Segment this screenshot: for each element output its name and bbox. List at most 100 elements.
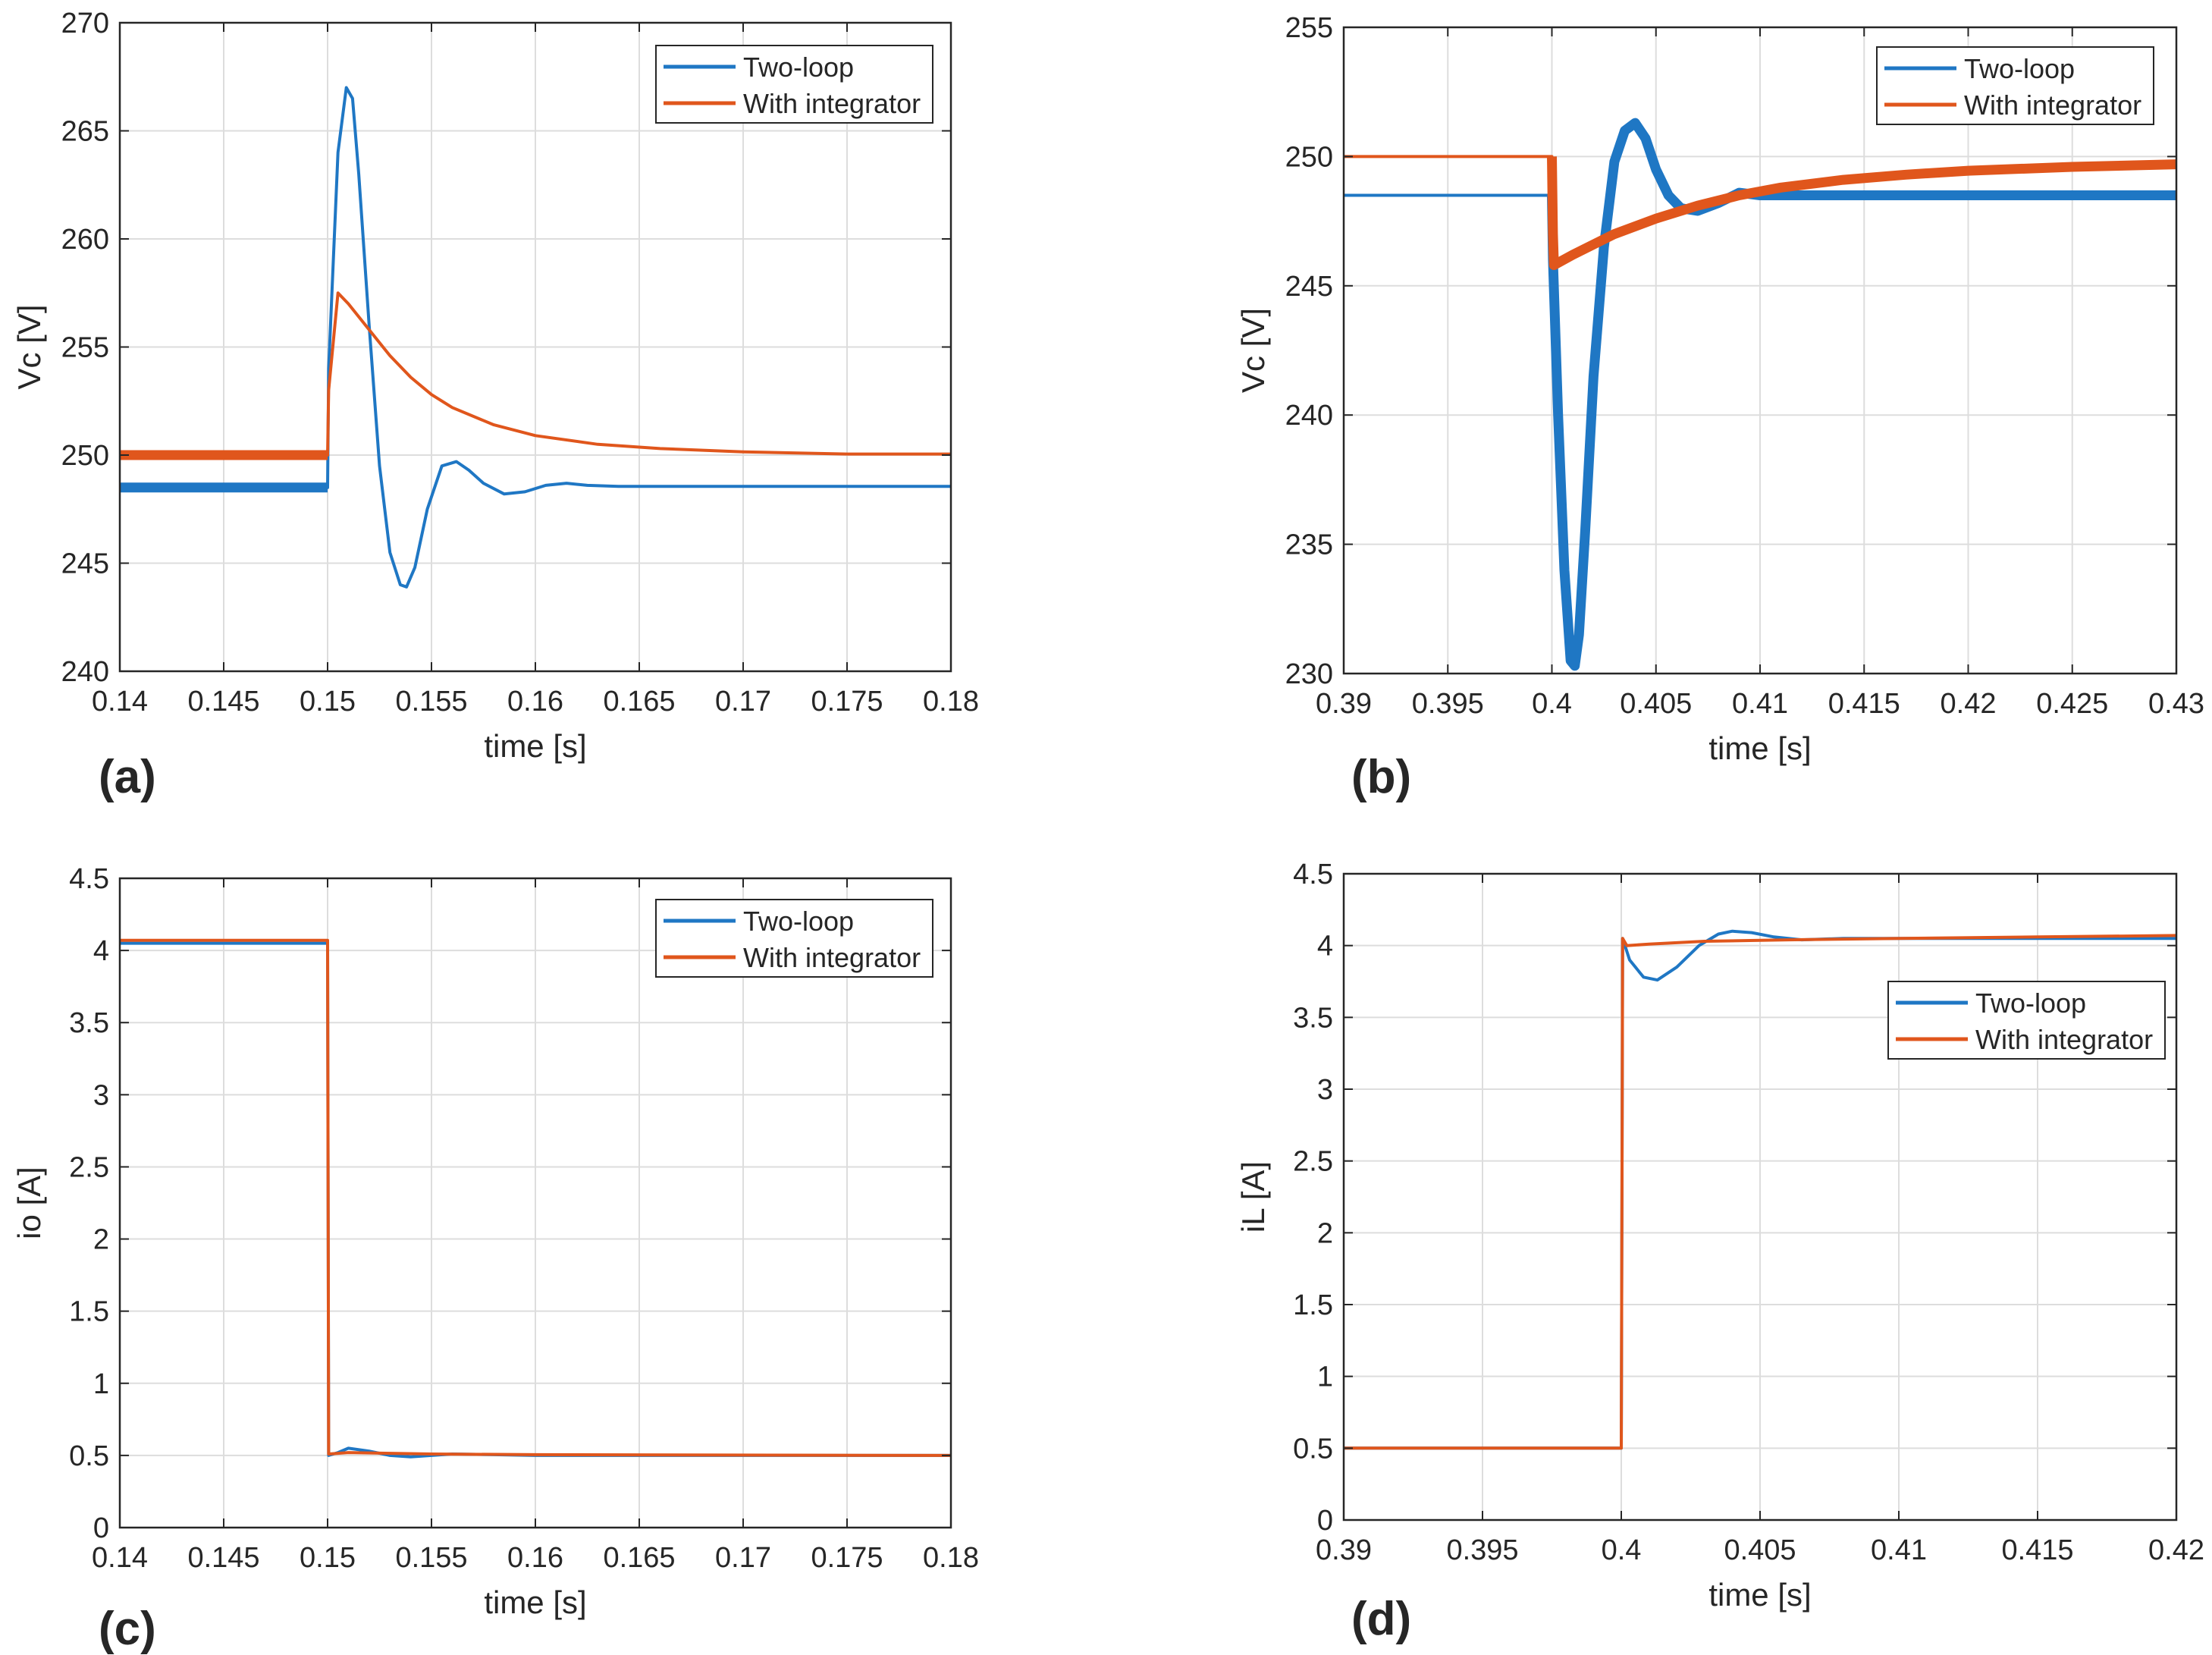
x-tick-label: 0.14 — [92, 1542, 148, 1574]
y-tick-label: 230 — [1285, 658, 1333, 690]
series-band-with-integrator — [1547, 156, 2176, 270]
y-tick-label: 1.5 — [69, 1296, 109, 1328]
x-tick-label: 0.16 — [507, 686, 563, 718]
x-tick-label: 0.165 — [603, 1542, 675, 1574]
x-tick-label: 0.165 — [603, 686, 675, 718]
x-tick-label: 0.405 — [1724, 1534, 1796, 1566]
y-axis-label: io [A] — [11, 1167, 47, 1239]
x-tick-label: 0.17 — [715, 686, 771, 718]
y-tick-label: 2.5 — [1293, 1146, 1333, 1178]
legend-entry: With integrator — [1975, 1024, 2153, 1055]
chart-panel-b: 0.39 0.395 0.4 0.405 0.41 0.415 0.42 0.425 0.43 2… — [1235, 12, 2204, 803]
y-tick-label: 4.5 — [1293, 859, 1333, 890]
series-line-with-integrator — [1344, 934, 2176, 1450]
y-tick-label: 2 — [1317, 1217, 1333, 1249]
chart-panel-a: 0.14 0.145 0.15 0.155 0.16 0.165 0.17 0.175 0.18… — [11, 8, 979, 803]
series-line-two-loop — [120, 86, 951, 589]
x-tick-label: 0.17 — [715, 1542, 771, 1574]
legend-entry: With integrator — [1964, 90, 2141, 121]
y-tick-label: 250 — [61, 440, 109, 472]
legend-entry: Two-loop — [743, 52, 854, 83]
legend-box — [1876, 46, 2154, 125]
y-tick-label: 3.5 — [69, 1007, 109, 1039]
y-tick-label: 240 — [1285, 400, 1333, 432]
y-tick-label: 245 — [61, 548, 109, 580]
y-axis-label: Vc [V] — [11, 304, 47, 389]
x-tick-label: 0.425 — [2036, 688, 2108, 720]
y-tick-label: 250 — [1285, 141, 1333, 173]
x-tick-label: 0.415 — [1828, 688, 1900, 720]
legend-entry: With integrator — [743, 88, 921, 119]
x-tick-label: 0.175 — [811, 1542, 883, 1574]
x-axis-label: time [s] — [484, 1584, 586, 1620]
y-axis-label: Vc [V] — [1235, 308, 1271, 393]
y-tick-label: 0.5 — [69, 1440, 109, 1472]
y-tick-label: 260 — [61, 224, 109, 256]
y-tick-label: 0 — [1317, 1505, 1333, 1537]
x-tick-label: 0.15 — [300, 686, 356, 718]
panel-label: (c) — [99, 1603, 156, 1655]
x-tick-label: 0.4 — [1532, 688, 1572, 720]
legend-entry: With integrator — [743, 942, 921, 973]
y-tick-label: 4.5 — [69, 863, 109, 895]
y-axis-label: iL [A] — [1235, 1161, 1271, 1233]
y-tick-label: 240 — [61, 656, 109, 688]
series-line-with-integrator — [120, 938, 951, 1457]
panel-label: (a) — [99, 751, 156, 803]
y-tick-label: 3 — [1317, 1074, 1333, 1106]
y-tick-label: 265 — [61, 116, 109, 148]
x-tick-label: 0.18 — [923, 1542, 979, 1574]
x-tick-label: 0.18 — [923, 686, 979, 718]
y-tick-label: 1.5 — [1293, 1289, 1333, 1321]
y-tick-label: 3 — [93, 1079, 109, 1111]
legend-entry: Two-loop — [1964, 53, 2075, 84]
x-axis-label: time [s] — [1708, 730, 1811, 766]
y-tick-label: 0 — [93, 1512, 109, 1544]
y-tick-label: 4 — [1317, 931, 1333, 963]
y-tick-label: 270 — [61, 8, 109, 39]
x-tick-label: 0.155 — [395, 686, 467, 718]
y-tick-label: 0.5 — [1293, 1433, 1333, 1465]
y-tick-label: 235 — [1285, 529, 1333, 561]
x-tick-label: 0.405 — [1620, 688, 1692, 720]
legend-box — [655, 899, 933, 978]
x-tick-label: 0.16 — [507, 1542, 563, 1574]
y-tick-label: 245 — [1285, 271, 1333, 303]
x-tick-label: 0.14 — [92, 686, 148, 718]
y-tick-label: 255 — [1285, 12, 1333, 44]
legend-box — [1887, 981, 2166, 1060]
x-tick-label: 0.41 — [1732, 688, 1788, 720]
x-tick-label: 0.43 — [2148, 688, 2204, 720]
x-tick-label: 0.155 — [395, 1542, 467, 1574]
chart-panel-c: 0.14 0.145 0.15 0.155 0.16 0.165 0.17 0.175 0.18… — [11, 863, 979, 1655]
x-tick-label: 0.395 — [1446, 1534, 1518, 1566]
x-axis-label: time [s] — [1708, 1577, 1811, 1613]
legend: Two-loop With integrator — [655, 45, 933, 124]
legend: Two-loop With integrator — [1876, 46, 2154, 125]
y-tick-label: 3.5 — [1293, 1002, 1333, 1034]
legend: Two-loop With integrator — [655, 899, 933, 978]
x-tick-label: 0.175 — [811, 686, 883, 718]
x-axis-label: time [s] — [484, 728, 586, 764]
legend: Two-loop With integrator — [1887, 981, 2166, 1060]
x-tick-label: 0.39 — [1316, 688, 1372, 720]
x-tick-label: 0.145 — [187, 1542, 259, 1574]
y-tick-label: 2 — [93, 1224, 109, 1256]
y-tick-label: 255 — [61, 332, 109, 364]
x-tick-label: 0.4 — [1602, 1534, 1642, 1566]
y-tick-label: 4 — [93, 935, 109, 967]
x-tick-label: 0.41 — [1871, 1534, 1927, 1566]
x-tick-label: 0.15 — [300, 1542, 356, 1574]
x-tick-label: 0.415 — [2001, 1534, 2073, 1566]
legend-box — [655, 45, 933, 124]
chart-panel-d: 0.39 0.395 0.4 0.405 0.41 0.415 0.42 0 0.5 1 1.5 2 2… — [1235, 859, 2204, 1645]
legend-entry: Two-loop — [1975, 988, 2086, 1019]
x-tick-label: 0.395 — [1412, 688, 1484, 720]
series-line-with-integrator — [120, 291, 951, 457]
y-tick-label: 1 — [1317, 1361, 1333, 1393]
panel-label: (b) — [1351, 751, 1411, 803]
y-tick-label: 1 — [93, 1368, 109, 1400]
legend-entry: Two-loop — [743, 906, 854, 937]
x-tick-label: 0.145 — [187, 686, 259, 718]
